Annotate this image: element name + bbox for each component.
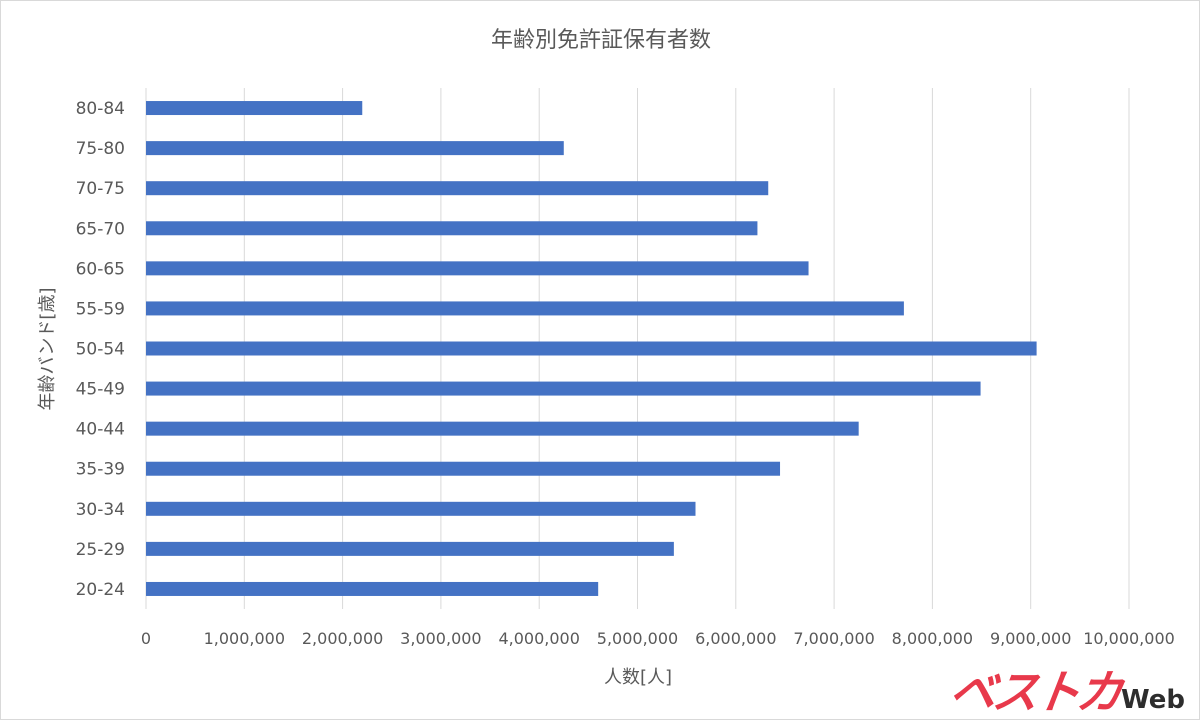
x-tick-label: 2,000,000	[302, 629, 383, 648]
y-tick-label: 20-24	[76, 580, 125, 600]
bar-70-75	[146, 181, 769, 196]
bar-65-70	[146, 221, 758, 236]
y-tick-label: 30-34	[76, 500, 125, 520]
bar-45-49	[146, 381, 981, 396]
y-tick-label: 65-70	[76, 219, 125, 239]
y-tick-label: 35-39	[76, 460, 125, 480]
y-tick-label: 55-59	[76, 299, 125, 319]
x-tick-label: 5,000,000	[597, 629, 678, 648]
bar-40-44	[146, 421, 859, 436]
x-tick-label: 4,000,000	[498, 629, 579, 648]
x-tick-label: 8,000,000	[892, 629, 973, 648]
x-axis-title: 人数[人]	[604, 667, 672, 688]
y-tick-label: 75-80	[76, 139, 125, 159]
x-tick-label: 6,000,000	[695, 629, 776, 648]
bar-50-54	[146, 341, 1037, 356]
y-tick-label: 80-84	[76, 99, 125, 119]
y-tick-label: 25-29	[76, 540, 125, 560]
x-tick-label: 7,000,000	[793, 629, 874, 648]
bar-30-34	[146, 501, 696, 516]
x-tick-label: 3,000,000	[400, 629, 481, 648]
chart-title: 年齢別免許証保有者数	[491, 28, 711, 53]
y-tick-label: 40-44	[76, 420, 125, 440]
watermark-suffix-text: Web	[1121, 685, 1185, 715]
x-tick-label: 1,000,000	[204, 629, 285, 648]
x-tick-label: 9,000,000	[990, 629, 1071, 648]
watermark-brand-text: ベストカ	[946, 665, 1123, 719]
x-tick-label: 10,000,000	[1083, 629, 1175, 648]
bar-25-29	[146, 541, 674, 556]
y-tick-label: 50-54	[76, 340, 125, 360]
y-tick-label: 60-65	[76, 259, 125, 279]
bar-55-59	[146, 301, 904, 316]
y-axis-title: 年齢バンド[歳]	[37, 288, 58, 411]
x-tick-label: 0	[141, 629, 151, 648]
brand-watermark: ベストカ Web	[946, 665, 1185, 719]
y-tick-label: 45-49	[76, 380, 125, 400]
bar-35-39	[146, 461, 781, 476]
bar-60-65	[146, 261, 809, 276]
bar-75-80	[146, 141, 564, 156]
bar-20-24	[146, 581, 599, 596]
y-tick-label: 70-75	[76, 179, 125, 199]
bar-80-84	[146, 101, 363, 116]
